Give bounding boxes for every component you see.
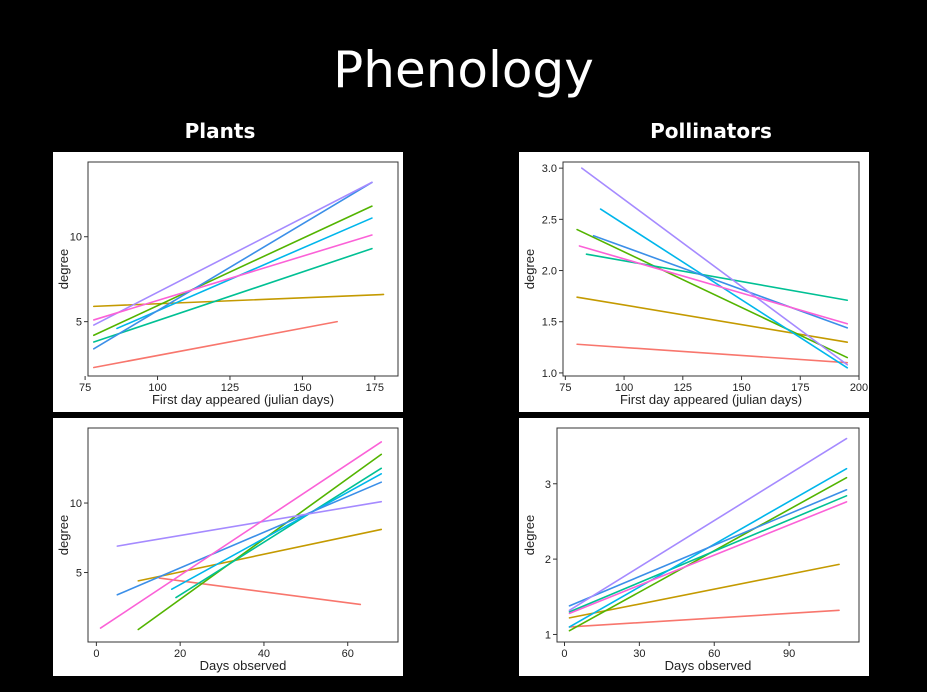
plants-first-day-series-line-1: [92, 320, 338, 369]
pollinators-days-observed-series-line-4: [568, 495, 848, 613]
plants-first-day-series-line-2: [92, 293, 385, 308]
plants-column-title: Plants: [184, 119, 256, 143]
y-tick-label: 2.0: [542, 266, 557, 278]
pollinators-days-observed-series-line-7: [568, 437, 848, 612]
y-tick-label: 1.5: [542, 317, 557, 329]
x-tick-label: 0: [561, 648, 567, 660]
x-tick-label: 175: [791, 382, 809, 394]
y-tick-label: 1: [545, 629, 551, 641]
plot-frame: [87, 427, 399, 643]
pollinators-first-day-series-line-7: [580, 167, 849, 366]
plants-first-day-series-line-6: [92, 181, 373, 350]
plot-frame: [556, 427, 860, 643]
x-tick-label: 175: [366, 382, 384, 394]
pollinators-column-title: Pollinators: [650, 119, 772, 143]
x-tick-label: 100: [615, 382, 633, 394]
plants-first-day-series-line-7: [92, 181, 373, 326]
pollinators-days-observed-chart: 0 30 60 90 1 2 3 Days observed degree: [519, 418, 869, 676]
y-tick-label: 10: [70, 498, 82, 510]
y-tick-label: 5: [76, 568, 82, 580]
pollinators-first-day-series-line-8: [578, 245, 849, 325]
plants-days-observed-series-line-5: [170, 473, 383, 590]
pollinators-first-day-series-line-1: [576, 343, 849, 364]
plants-days-observed-series-line-4: [175, 467, 383, 599]
y-axis-label: degree: [56, 515, 71, 555]
x-tick-label: 100: [148, 382, 166, 394]
plants-days-observed-svg: 0 20 40 60 5 10 Days observed degree: [56, 427, 399, 673]
x-tick-label: 125: [221, 382, 239, 394]
plants-first-day-chart: 75 100 125 150 175 5 10 First day appeared (jul…: [53, 152, 403, 412]
y-axis-label: degree: [56, 249, 71, 289]
pollinators-first-day-chart: 75 100 125 150 175 200 1.0 1.5 2.0 2.5 3.0 First da…: [519, 152, 869, 412]
y-tick-label: 5: [76, 317, 82, 329]
pollinators-days-observed-series-line-6: [568, 488, 848, 607]
x-tick-label: 60: [342, 648, 354, 660]
x-tick-label: 60: [708, 648, 720, 660]
x-axis-label: Days observed: [665, 658, 752, 673]
plants-days-observed-series-line-6: [116, 481, 383, 596]
plot-frame: [87, 161, 399, 377]
y-tick-label: 1.0: [542, 368, 557, 380]
plants-first-day-series-line-8: [92, 234, 373, 321]
pollinators-days-observed-series-line-8: [568, 501, 848, 615]
pollinators-days-observed-series-line-1: [568, 609, 840, 628]
x-tick-label: 75: [79, 382, 91, 394]
plants-days-observed-chart: 0 20 40 60 5 10 Days observed degree: [53, 418, 403, 676]
x-tick-label: 75: [559, 382, 571, 394]
plants-first-day-svg: 75 100 125 150 175 5 10 First day appeared (jul…: [56, 161, 399, 407]
slide-title: Phenology: [333, 41, 594, 99]
x-axis-label: First day appeared (julian days): [152, 392, 334, 407]
x-axis-label: First day appeared (julian days): [620, 392, 802, 407]
plants-days-observed-series-line-8: [99, 441, 383, 629]
plants-days-observed-series-line-1: [158, 577, 362, 606]
plants-first-day-series-line-3: [92, 205, 373, 337]
x-tick-label: 150: [732, 382, 750, 394]
x-axis-label: Days observed: [200, 658, 287, 673]
plants-first-day-series-line-4: [92, 247, 373, 343]
y-tick-label: 10: [70, 232, 82, 244]
x-tick-label: 150: [293, 382, 311, 394]
x-tick-label: 90: [783, 648, 795, 660]
y-tick-label: 2.5: [542, 214, 557, 226]
plants-days-observed-series-line-3: [137, 453, 383, 631]
plants-days-observed-series-line-2: [137, 528, 383, 582]
pollinators-first-day-series-line-6: [592, 234, 849, 329]
pollinators-first-day-series-line-3: [576, 228, 849, 359]
y-tick-label: 3: [545, 479, 551, 491]
pollinators-first-day-svg: 75 100 125 150 175 200 1.0 1.5 2.0 2.5 3.0 First da…: [522, 161, 868, 407]
y-tick-label: 2: [545, 554, 551, 566]
x-tick-label: 40: [258, 648, 270, 660]
pollinators-first-day-series-line-2: [576, 296, 849, 344]
y-axis-label: degree: [522, 249, 537, 289]
y-axis-label: degree: [522, 515, 537, 555]
x-tick-label: 30: [633, 648, 645, 660]
pollinators-days-observed-svg: 0 30 60 90 1 2 3 Days observed degree: [522, 427, 860, 673]
x-tick-label: 125: [674, 382, 692, 394]
plants-days-observed-series-line-7: [116, 500, 383, 547]
y-tick-label: 3.0: [542, 163, 557, 175]
x-tick-label: 20: [174, 648, 186, 660]
x-tick-label: 0: [93, 648, 99, 660]
pollinators-days-observed-series-line-2: [568, 563, 840, 619]
pollinators-first-day-series-line-4: [585, 253, 849, 302]
plot-frame: [562, 161, 860, 377]
x-tick-label: 200: [850, 382, 868, 394]
